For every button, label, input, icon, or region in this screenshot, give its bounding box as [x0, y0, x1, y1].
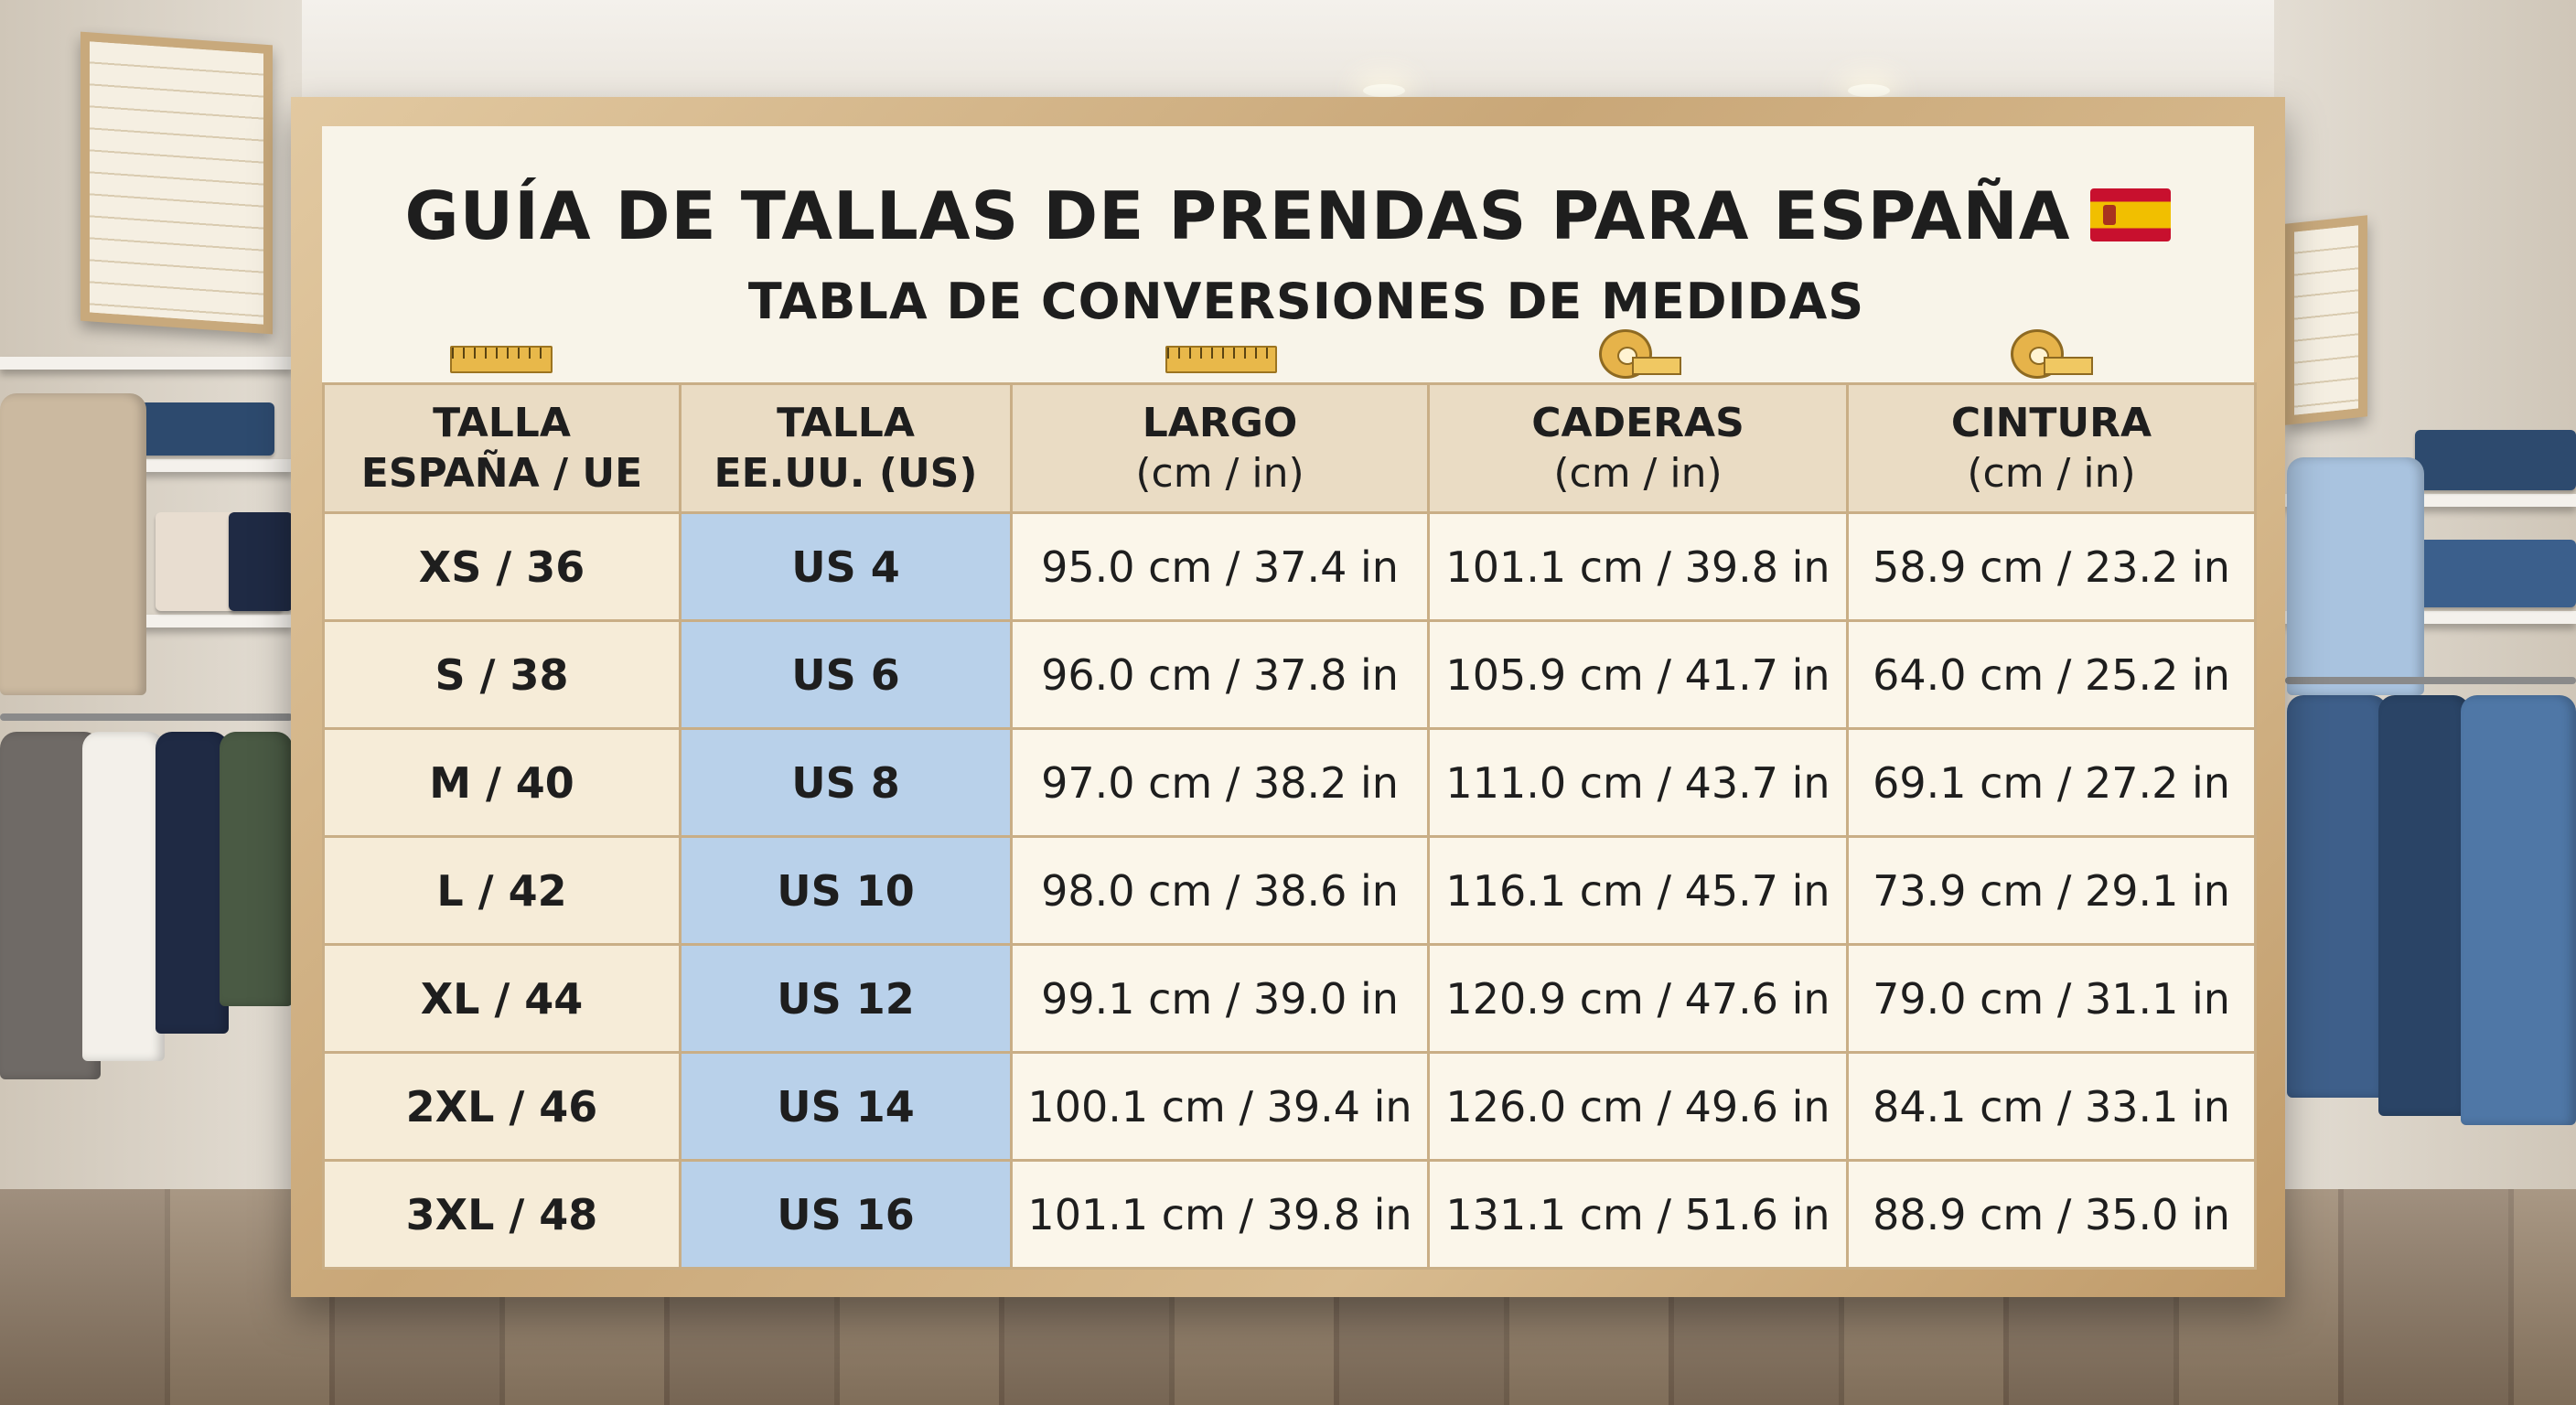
wall-shelf	[119, 459, 293, 472]
header-caderas: CADERAS (cm / in)	[1427, 382, 1849, 514]
table-row: L / 42 US 10 98.0 cm / 38.6 in 116.1 cm …	[322, 835, 2257, 946]
measuring-tape-icon	[2011, 329, 2093, 379]
cell-largo: 96.0 cm / 37.8 in	[1010, 619, 1430, 730]
wall-shelf	[0, 357, 293, 370]
hanging-shirt	[2287, 457, 2424, 695]
folded-jeans-stack	[2415, 540, 2576, 607]
page-title: GUÍA DE TALLAS DE PRENDAS PARA ESPAÑA	[322, 177, 2254, 254]
table-row: S / 38 US 6 96.0 cm / 37.8 in 105.9 cm /…	[322, 619, 2257, 730]
cell-caderas: 105.9 cm / 41.7 in	[1427, 619, 1849, 730]
ruler-icon	[450, 346, 553, 373]
header-cintura: CINTURA (cm / in)	[1846, 382, 2257, 514]
cell-us-size: US 10	[679, 835, 1013, 946]
cell-us-size: US 8	[679, 727, 1013, 838]
cell-eu-size: 3XL / 48	[322, 1159, 682, 1270]
title-text: GUÍA DE TALLAS DE PRENDAS PARA ESPAÑA	[404, 177, 2071, 254]
size-chart-frame: GUÍA DE TALLAS DE PRENDAS PARA ESPAÑA TA…	[291, 97, 2285, 1297]
cell-largo: 98.0 cm / 38.6 in	[1010, 835, 1430, 946]
cell-cintura: 88.9 cm / 35.0 in	[1846, 1159, 2257, 1270]
cell-cintura: 58.9 cm / 23.2 in	[1846, 511, 2257, 622]
cell-largo: 101.1 cm / 39.8 in	[1010, 1159, 1430, 1270]
header-talla-espana: TALLA ESPAÑA / UE	[322, 382, 682, 514]
folded-jeans-stack	[137, 402, 274, 456]
spain-flag-icon	[2090, 188, 2172, 242]
cell-largo: 100.1 cm / 39.4 in	[1010, 1051, 1430, 1162]
hanging-sweater	[0, 393, 146, 695]
size-conversion-table: TALLA ESPAÑA / UE TALLA EE.UU. (US) LARGO(…	[322, 382, 2257, 1270]
hanging-sweater	[82, 732, 165, 1061]
cell-eu-size: 2XL / 46	[322, 1051, 682, 1162]
table-header-row: TALLA ESPAÑA / UE TALLA EE.UU. (US) LARGO(…	[322, 382, 2257, 514]
cell-eu-size: XL / 44	[322, 943, 682, 1054]
size-chart-board: GUÍA DE TALLAS DE PRENDAS PARA ESPAÑA TA…	[322, 126, 2257, 1270]
cell-caderas: 111.0 cm / 43.7 in	[1427, 727, 1849, 838]
header-talla-us: TALLA EE.UU. (US)	[679, 382, 1013, 514]
table-row: XS / 36 US 4 95.0 cm / 37.4 in 101.1 cm …	[322, 511, 2257, 622]
folded-sweater-stack	[229, 512, 293, 611]
cell-us-size: US 16	[679, 1159, 1013, 1270]
hanging-jeans	[2378, 695, 2470, 1116]
header-largo: LARGO (cm / in)	[1010, 382, 1430, 514]
cell-us-size: US 4	[679, 511, 1013, 622]
background-size-poster	[80, 31, 273, 335]
cell-eu-size: L / 42	[322, 835, 682, 946]
cell-caderas: 131.1 cm / 51.6 in	[1427, 1159, 1849, 1270]
cell-eu-size: XS / 36	[322, 511, 682, 622]
cell-eu-size: S / 38	[322, 619, 682, 730]
page-subtitle: TABLA DE CONVERSIONES DE MEDIDAS	[747, 273, 1865, 330]
cell-largo: 95.0 cm / 37.4 in	[1010, 511, 1430, 622]
background-size-poster	[2285, 215, 2367, 425]
ruler-icon	[1165, 346, 1277, 373]
hanging-sweater	[220, 732, 293, 1006]
store-ceiling	[0, 0, 2576, 101]
cell-eu-size: M / 40	[322, 727, 682, 838]
hanging-sweater	[156, 732, 229, 1034]
cell-us-size: US 12	[679, 943, 1013, 1054]
cell-us-size: US 6	[679, 619, 1013, 730]
ceiling-light	[1848, 84, 1890, 97]
clothing-rail	[2285, 677, 2576, 684]
table-row: 2XL / 46 US 14 100.1 cm / 39.4 in 126.0 …	[322, 1051, 2257, 1162]
measuring-tape-icon	[1599, 329, 1681, 379]
cell-cintura: 69.1 cm / 27.2 in	[1846, 727, 2257, 838]
cell-caderas: 101.1 cm / 39.8 in	[1427, 511, 1849, 622]
table-row: 3XL / 48 US 16 101.1 cm / 39.8 in 131.1 …	[322, 1159, 2257, 1270]
cell-cintura: 84.1 cm / 33.1 in	[1846, 1051, 2257, 1162]
cell-largo: 99.1 cm / 39.0 in	[1010, 943, 1430, 1054]
cell-caderas: 120.9 cm / 47.6 in	[1427, 943, 1849, 1054]
cell-caderas: 116.1 cm / 45.7 in	[1427, 835, 1849, 946]
cell-caderas: 126.0 cm / 49.6 in	[1427, 1051, 1849, 1162]
hanging-jeans	[2287, 695, 2388, 1098]
table-row: M / 40 US 8 97.0 cm / 38.2 in 111.0 cm /…	[322, 727, 2257, 838]
wall-shelf	[137, 615, 293, 627]
table-row: XL / 44 US 12 99.1 cm / 39.0 in 120.9 cm…	[322, 943, 2257, 1054]
cell-cintura: 73.9 cm / 29.1 in	[1846, 835, 2257, 946]
ceiling-light	[1363, 84, 1405, 97]
cell-cintura: 64.0 cm / 25.2 in	[1846, 619, 2257, 730]
hanging-jeans	[2461, 695, 2576, 1125]
cell-largo: 97.0 cm / 38.2 in	[1010, 727, 1430, 838]
folded-jeans-stack	[2415, 430, 2576, 490]
cell-cintura: 79.0 cm / 31.1 in	[1846, 943, 2257, 1054]
clothing-rail	[0, 713, 293, 721]
cell-us-size: US 14	[679, 1051, 1013, 1162]
